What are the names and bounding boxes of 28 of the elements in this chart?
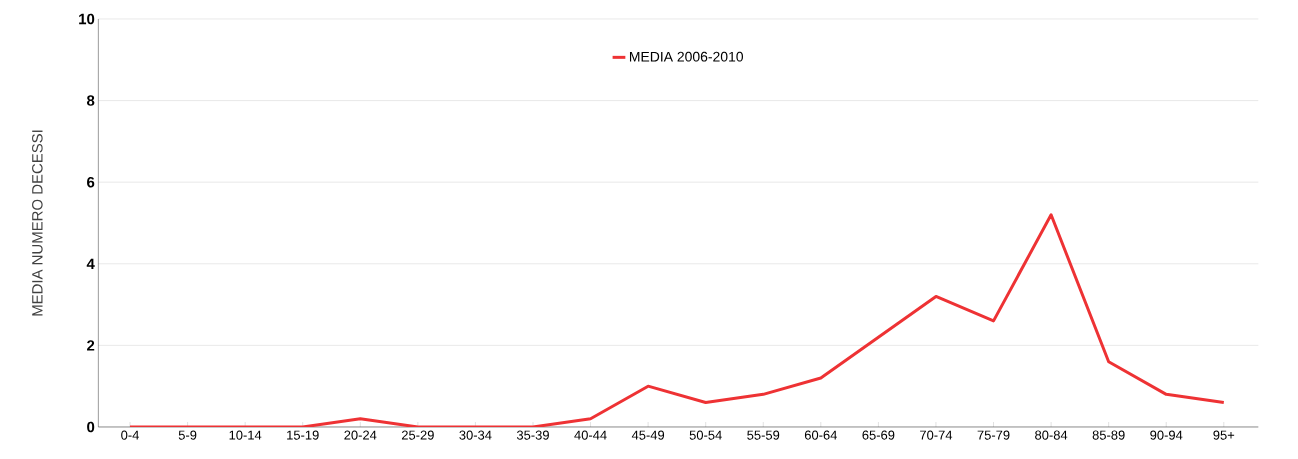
legend-label: MEDIA 2006-2010 xyxy=(629,51,744,62)
x-tick-label: 85-89 xyxy=(1092,430,1125,440)
y-tick-label: 0 xyxy=(87,421,95,433)
x-tick-label: 55-59 xyxy=(747,430,780,440)
y-axis-title: MEDIA NUMERO DECESSI xyxy=(32,130,43,316)
x-tick-label: 95+ xyxy=(1213,430,1235,440)
x-tick-label: 75-79 xyxy=(977,430,1010,440)
x-tick-label: 65-69 xyxy=(862,430,895,440)
x-tick-label: 35-39 xyxy=(516,430,549,440)
y-tick-label: 2 xyxy=(87,340,95,351)
y-tick-label: 6 xyxy=(87,176,95,188)
x-tick-label: 45-49 xyxy=(631,430,665,440)
y-tick-label: 8 xyxy=(86,95,95,106)
x-tick-label: 0-4 xyxy=(121,430,139,440)
x-tick-label: 50-54 xyxy=(689,430,722,440)
y-tick-label: 4 xyxy=(86,258,95,269)
x-tick-label: 20-24 xyxy=(344,430,377,440)
x-tick-label: 25-29 xyxy=(401,430,434,440)
x-tick-label: 5-9 xyxy=(178,430,197,440)
y-tick-label: 10 xyxy=(79,13,95,25)
x-tick-label: 30-34 xyxy=(459,430,492,440)
x-tick-label: 90-94 xyxy=(1150,430,1183,440)
x-tick-label: 15-19 xyxy=(287,430,319,440)
x-tick-label: 60-64 xyxy=(804,430,837,440)
x-tick-label: 80-84 xyxy=(1035,430,1068,440)
x-tick-label: 40-44 xyxy=(574,430,607,440)
x-tick-label: 70-74 xyxy=(920,430,953,440)
x-tick-label: 10-14 xyxy=(229,430,262,440)
